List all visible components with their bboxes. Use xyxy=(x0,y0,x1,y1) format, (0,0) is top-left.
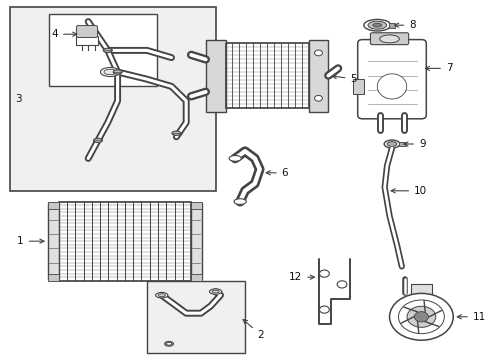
Ellipse shape xyxy=(100,68,120,77)
Ellipse shape xyxy=(364,19,391,31)
Ellipse shape xyxy=(156,292,168,298)
Text: 1: 1 xyxy=(17,236,44,246)
Text: 6: 6 xyxy=(266,168,289,178)
Ellipse shape xyxy=(165,341,173,346)
Ellipse shape xyxy=(167,343,172,345)
Bar xyxy=(191,274,202,281)
Bar xyxy=(48,202,59,209)
Text: 9: 9 xyxy=(404,139,426,149)
Bar xyxy=(353,79,364,94)
Ellipse shape xyxy=(373,23,382,27)
FancyBboxPatch shape xyxy=(358,40,426,119)
Ellipse shape xyxy=(158,294,166,297)
Bar xyxy=(48,203,59,279)
Ellipse shape xyxy=(387,141,397,146)
Bar xyxy=(191,203,202,279)
Circle shape xyxy=(319,270,329,277)
Ellipse shape xyxy=(172,131,181,135)
Text: 11: 11 xyxy=(457,312,486,322)
Bar xyxy=(10,7,216,191)
Text: 10: 10 xyxy=(391,186,427,196)
Bar xyxy=(191,202,202,209)
Circle shape xyxy=(390,293,453,340)
Ellipse shape xyxy=(113,70,122,74)
Bar xyxy=(225,43,309,108)
Ellipse shape xyxy=(377,74,407,99)
Ellipse shape xyxy=(368,21,387,29)
Ellipse shape xyxy=(384,140,400,148)
Bar xyxy=(411,284,432,305)
Ellipse shape xyxy=(234,199,246,204)
Ellipse shape xyxy=(212,290,220,293)
Text: 8: 8 xyxy=(394,20,416,30)
Text: 3: 3 xyxy=(15,94,22,104)
Text: 12: 12 xyxy=(289,272,315,282)
FancyBboxPatch shape xyxy=(370,33,409,45)
Circle shape xyxy=(319,306,329,313)
Bar xyxy=(49,14,157,86)
Ellipse shape xyxy=(229,156,241,161)
Bar xyxy=(389,23,395,28)
Bar xyxy=(76,36,98,45)
Bar xyxy=(399,142,406,146)
Circle shape xyxy=(337,281,347,288)
Circle shape xyxy=(407,306,436,327)
Ellipse shape xyxy=(210,289,221,294)
Text: 2: 2 xyxy=(243,319,264,340)
Ellipse shape xyxy=(380,35,399,43)
Circle shape xyxy=(415,312,428,322)
Bar xyxy=(59,202,191,281)
Bar xyxy=(147,281,245,353)
Bar xyxy=(206,40,226,112)
Ellipse shape xyxy=(104,69,117,75)
FancyBboxPatch shape xyxy=(76,26,98,37)
Ellipse shape xyxy=(103,48,112,53)
Circle shape xyxy=(398,300,444,334)
Text: 4: 4 xyxy=(51,29,77,39)
Circle shape xyxy=(315,50,322,56)
Circle shape xyxy=(315,95,322,101)
Bar xyxy=(309,40,328,112)
Text: 5: 5 xyxy=(332,74,357,84)
Bar xyxy=(48,274,59,281)
Ellipse shape xyxy=(94,138,102,143)
Text: 7: 7 xyxy=(425,63,453,73)
